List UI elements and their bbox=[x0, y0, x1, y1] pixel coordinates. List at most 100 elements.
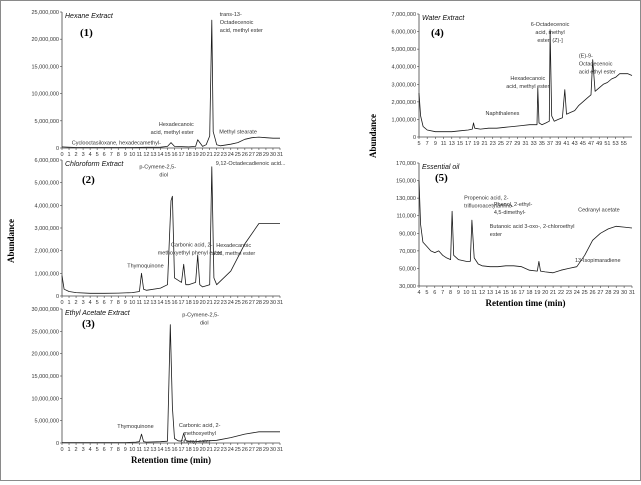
x-tick-label: 9 bbox=[124, 152, 127, 158]
x-tick-label: 24 bbox=[574, 290, 580, 296]
peak-annotation: 4,5-dimethyl- bbox=[494, 210, 526, 216]
x-tick-label: 14 bbox=[157, 447, 163, 453]
x-tick-label: 11 bbox=[471, 290, 477, 296]
x-tick-label: 26 bbox=[242, 152, 248, 158]
y-tick-label: 2,000,000 bbox=[392, 100, 416, 106]
x-tick-label: 8 bbox=[117, 447, 120, 453]
x-tick-label: 9 bbox=[124, 447, 127, 453]
y-tick-label: 3,000,000 bbox=[392, 82, 416, 88]
x-tick-label: 1 bbox=[68, 152, 71, 158]
x-tick-label: 4 bbox=[89, 152, 92, 158]
peak-annotation: Cedranyl acetate bbox=[578, 207, 620, 213]
peak-annotation: Methyl stearate bbox=[219, 129, 257, 135]
x-tick-label: 31 bbox=[629, 290, 635, 296]
x-tick-label: 23 bbox=[566, 290, 572, 296]
x-tick-label: 14 bbox=[157, 300, 163, 306]
x-tick-label: 11 bbox=[136, 447, 142, 453]
peak-annotation: ester bbox=[490, 232, 502, 238]
x-tick-label: 0 bbox=[60, 300, 63, 306]
y-tick-label: 20,000,000 bbox=[31, 37, 59, 43]
x-tick-label: 28 bbox=[605, 290, 611, 296]
y-tick-label: 50,000 bbox=[399, 266, 416, 272]
x-tick-label: 43 bbox=[572, 141, 578, 147]
x-tick-label: 9 bbox=[124, 300, 127, 306]
x-tick-label: 30 bbox=[270, 152, 276, 158]
y-tick-label: 30,000,000 bbox=[31, 307, 59, 313]
x-tick-label: 2 bbox=[75, 152, 78, 158]
panel-number: (4) bbox=[431, 27, 444, 39]
y-tick-label: 150,000 bbox=[396, 179, 416, 185]
peak-annotation: acid, methyl ester bbox=[151, 130, 194, 136]
x-tick-label: 19 bbox=[473, 141, 479, 147]
panel-number: (1) bbox=[80, 27, 93, 39]
x-tick-label: 20 bbox=[200, 152, 206, 158]
x-tick-label: 13 bbox=[150, 300, 156, 306]
y-tick-label: 4,000,000 bbox=[392, 65, 416, 71]
x-tick-label: 30 bbox=[621, 290, 627, 296]
x-tick-label: 28 bbox=[256, 300, 262, 306]
x-tick-label: 8 bbox=[117, 300, 120, 306]
chart-panel-3: 30,000,00025,000,00020,000,00015,000,000… bbox=[31, 307, 283, 465]
y-tick-label: 6,000,000 bbox=[35, 158, 59, 164]
y-tick-label: 2,000,000 bbox=[35, 249, 59, 255]
y-tick-label: 6,000,000 bbox=[392, 30, 416, 36]
x-tick-label: 28 bbox=[256, 152, 262, 158]
x-tick-label: 35 bbox=[539, 141, 545, 147]
x-tick-label: 19 bbox=[534, 290, 540, 296]
y-tick-label: 20,000,000 bbox=[31, 352, 59, 358]
x-tick-label: 25 bbox=[235, 447, 241, 453]
peak-annotation: acid, methyl bbox=[535, 30, 564, 36]
chromatogram-line bbox=[62, 324, 280, 444]
peak-annotation: 13-Isopimaradiene bbox=[575, 258, 621, 264]
x-tick-label: 20 bbox=[542, 290, 548, 296]
x-tick-label: 29 bbox=[263, 300, 269, 306]
x-tick-label: 11 bbox=[136, 300, 142, 306]
x-tick-label: 0 bbox=[60, 447, 63, 453]
x-tick-label: 22 bbox=[558, 290, 564, 296]
x-tick-label: 26 bbox=[242, 447, 248, 453]
chart-panel-4: 7,000,000 6,000,000 5,000,000 4,000,000 3,00… bbox=[392, 12, 633, 147]
x-tick-label: 31 bbox=[277, 300, 283, 306]
x-tick-label: 29 bbox=[263, 447, 269, 453]
x-tick-label: 13 bbox=[150, 152, 156, 158]
x-tick-label: 9 bbox=[434, 141, 437, 147]
x-tick-label: 7 bbox=[110, 152, 113, 158]
chart-panel-2: 6,000,000 5,000,000 4,000,000 3,000,000 2,00… bbox=[35, 158, 286, 306]
peak-annotation: acid, methyl ester bbox=[212, 251, 255, 257]
x-tick-label: 16 bbox=[511, 290, 517, 296]
x-tick-label: 7 bbox=[110, 300, 113, 306]
panel-number: (3) bbox=[82, 318, 95, 330]
peak-annotation: phenyl ester bbox=[181, 439, 211, 445]
x-tick-label: 8 bbox=[117, 152, 120, 158]
x-tick-label: 20 bbox=[200, 300, 206, 306]
x-tick-label: 12 bbox=[479, 290, 485, 296]
y-tick-label: 0 bbox=[413, 135, 416, 141]
y-tick-label: 10,000,000 bbox=[31, 92, 59, 98]
peak-annotation: 6-Octadecenoic bbox=[531, 22, 570, 28]
x-tick-label: 22 bbox=[214, 300, 220, 306]
x-tick-label: 13 bbox=[449, 141, 455, 147]
x-tick-label: 2 bbox=[75, 447, 78, 453]
x-tick-label: 13 bbox=[487, 290, 493, 296]
x-tick-label: 9 bbox=[457, 290, 460, 296]
peak-annotation: Butanoic acid 3-oxo-, 2-chloroethyl bbox=[490, 224, 575, 230]
y-tick-label: 4,000,000 bbox=[35, 203, 59, 209]
x-tick-label: 17 bbox=[178, 447, 184, 453]
x-tick-label: 17 bbox=[178, 300, 184, 306]
x-tick-label: 5 bbox=[96, 447, 99, 453]
peak-annotation: Octadecenoic bbox=[220, 20, 254, 26]
x-tick-label: 3 bbox=[82, 447, 85, 453]
x-tick-label: 22 bbox=[214, 447, 220, 453]
x-tick-label: 29 bbox=[613, 290, 619, 296]
x-tick-label: 17 bbox=[518, 290, 524, 296]
x-tick-label: 25 bbox=[235, 300, 241, 306]
peak-annotation: ester, (Z)-] bbox=[537, 38, 563, 44]
panel-title: Hexane Extract bbox=[65, 13, 114, 20]
x-tick-label: 23 bbox=[221, 300, 227, 306]
x-tick-label: 12 bbox=[143, 447, 149, 453]
x-tick-label: 8 bbox=[449, 290, 452, 296]
x-tick-label: 24 bbox=[228, 152, 234, 158]
x-tick-label: 21 bbox=[207, 447, 213, 453]
x-tick-label: 18 bbox=[186, 447, 192, 453]
y-tick-label: 0 bbox=[56, 294, 59, 300]
